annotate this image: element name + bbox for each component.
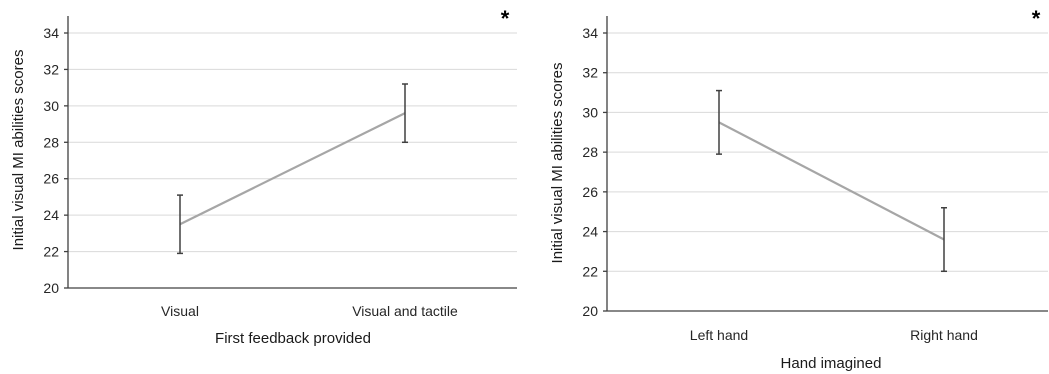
x-tick-label: Right hand — [910, 327, 978, 343]
y-tick-label: 30 — [43, 98, 59, 114]
y-tick-label: 32 — [43, 61, 59, 77]
x-tick-label: Left hand — [690, 327, 748, 343]
significance-marker: * — [1032, 6, 1041, 31]
y-tick-label: 28 — [43, 134, 59, 150]
y-axis-label: Initial visual MI abilities scores — [10, 50, 27, 251]
y-tick-label: 20 — [582, 303, 598, 319]
significance-marker: * — [501, 6, 510, 31]
y-tick-label: 34 — [43, 25, 59, 41]
y-axis-label: Initial visual MI abilities scores — [549, 63, 566, 264]
y-tick-label: 28 — [582, 144, 598, 160]
x-axis-label: Hand imagined — [781, 355, 882, 372]
y-tick-label: 24 — [582, 224, 598, 240]
y-tick-label: 20 — [43, 280, 59, 296]
x-tick-label: Visual and tactile — [352, 303, 458, 319]
series-line — [179, 112, 406, 226]
y-tick-label: 32 — [582, 65, 598, 81]
y-tick-label: 30 — [582, 104, 598, 120]
y-tick-label: 34 — [582, 25, 598, 41]
y-tick-label: 26 — [43, 171, 59, 187]
x-tick-label: Visual — [161, 303, 199, 319]
y-tick-label: 24 — [43, 207, 59, 223]
y-tick-label: 22 — [582, 263, 598, 279]
y-tick-label: 26 — [582, 184, 598, 200]
y-tick-label: 22 — [43, 244, 59, 260]
chart-panel-hand: Initial visual MI abilities scores Hand … — [549, 6, 1048, 372]
chart-panel-feedback: Initial visual MI abilities scores First… — [10, 6, 517, 347]
x-axis-label: First feedback provided — [215, 330, 371, 347]
series-line — [718, 121, 945, 241]
